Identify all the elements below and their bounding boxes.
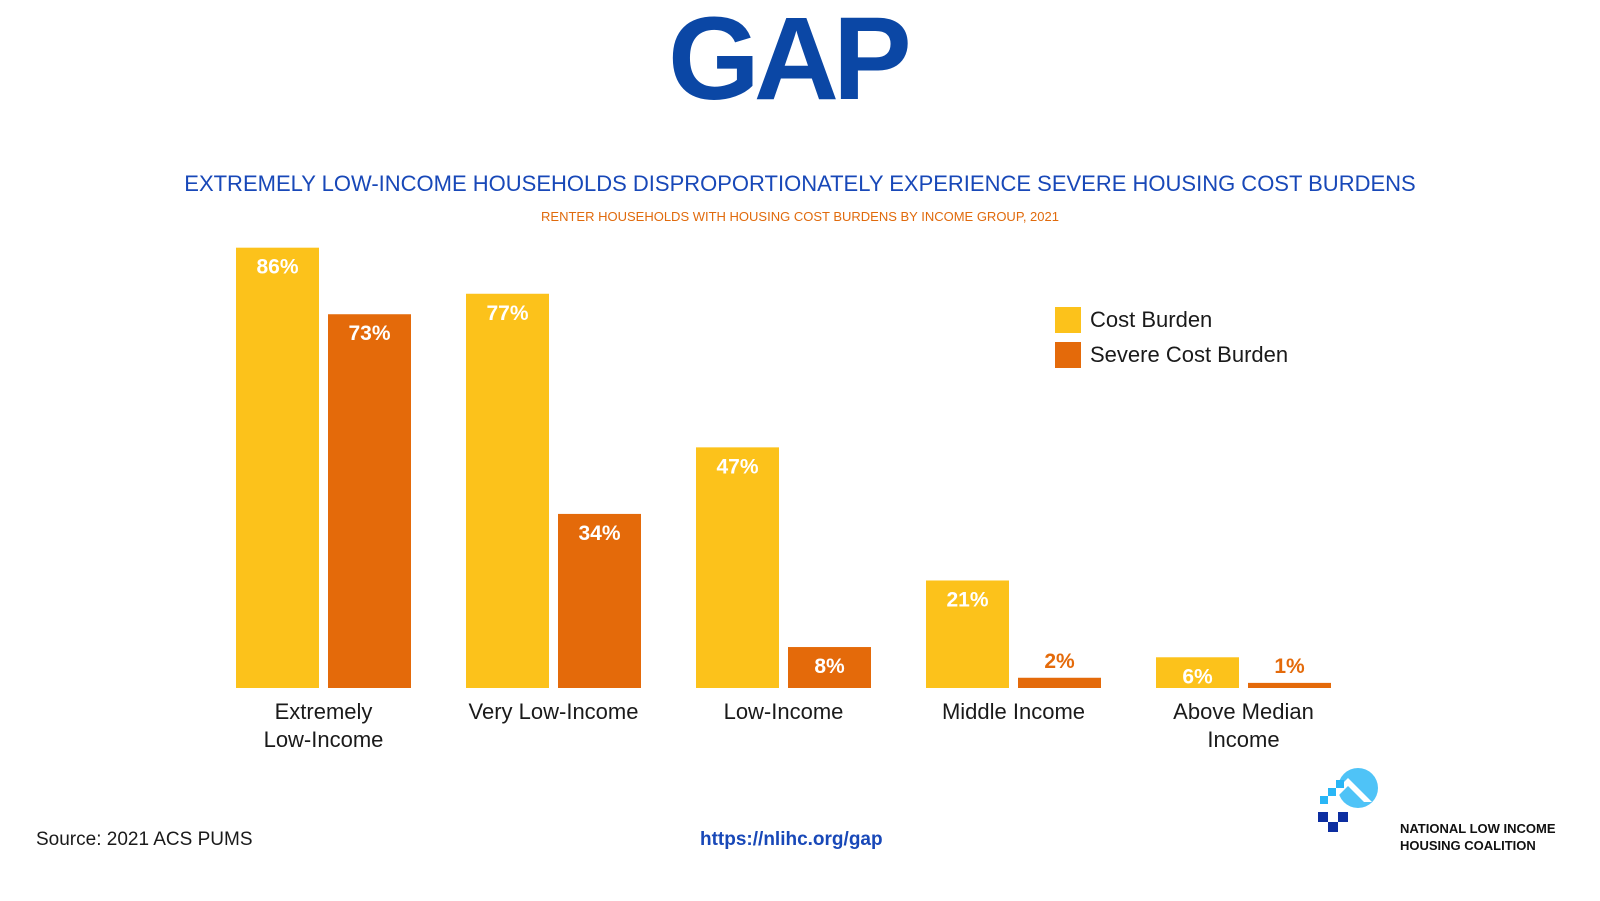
bar-severe-cost-burden-0 bbox=[328, 314, 411, 688]
data-label-severe-cost-burden-1: 34% bbox=[578, 522, 620, 545]
legend-item-cost-burden: Cost Burden bbox=[1055, 302, 1288, 337]
category-label-4-line-1: Income bbox=[1207, 727, 1279, 752]
bar-severe-cost-burden-1 bbox=[558, 513, 641, 688]
gap-url-link[interactable]: https://nlihc.org/gap bbox=[700, 829, 883, 850]
gap-logo: THE GAP bbox=[668, 0, 948, 134]
category-label-0-line-1: Low-Income bbox=[264, 727, 384, 752]
data-label-cost-burden-0: 86% bbox=[256, 256, 298, 279]
data-label-severe-cost-burden-3: 2% bbox=[1044, 650, 1075, 673]
data-label-cost-burden-1: 77% bbox=[486, 302, 528, 325]
bar-cost-burden-0 bbox=[236, 247, 319, 688]
chart-title: EXTREMELY LOW-INCOME HOUSEHOLDS DISPROPO… bbox=[184, 171, 1416, 196]
data-label-cost-burden-3: 21% bbox=[946, 588, 988, 611]
org-name: NATIONAL LOW INCOME HOUSING COALITION bbox=[1400, 820, 1556, 854]
data-label-severe-cost-burden-4: 1% bbox=[1274, 655, 1305, 678]
bar-severe-cost-burden-3 bbox=[1018, 677, 1101, 688]
legend-swatch-cost-burden bbox=[1055, 306, 1081, 333]
data-label-severe-cost-burden-2: 8% bbox=[814, 655, 845, 678]
category-label-2-line-0: Low-Income bbox=[724, 699, 844, 724]
bar-severe-cost-burden-4 bbox=[1248, 682, 1331, 688]
chart-subtitle: RENTER HOUSEHOLDS WITH HOUSING COST BURD… bbox=[541, 209, 1059, 224]
data-label-cost-burden-2: 47% bbox=[716, 455, 758, 478]
logo-gap-text: GAP bbox=[668, 0, 912, 125]
bar-cost-burden-4 bbox=[1156, 657, 1239, 688]
category-label-4-line-0: Above Median bbox=[1173, 699, 1314, 724]
house-icon bbox=[1318, 768, 1378, 832]
bar-cost-burden-3 bbox=[926, 580, 1009, 688]
category-label-1-line-0: Very Low-Income bbox=[469, 699, 639, 724]
bar-cost-burden-1 bbox=[466, 293, 549, 688]
source-note: Source: 2021 ACS PUMS bbox=[36, 829, 253, 850]
nlihc-logo: NATIONAL LOW INCOME HOUSING COALITION bbox=[1318, 768, 1588, 876]
category-label-0-line-0: Extremely bbox=[275, 699, 373, 724]
logo-the-text: THE bbox=[854, 16, 882, 31]
org-name-line1: NATIONAL LOW INCOME bbox=[1400, 821, 1556, 836]
legend-item-severe-cost-burden: Severe Cost Burden bbox=[1055, 337, 1288, 372]
bar-cost-burden-2 bbox=[696, 447, 779, 688]
chart-legend: Cost Burden Severe Cost Burden bbox=[1055, 302, 1288, 372]
legend-label-cost-burden: Cost Burden bbox=[1090, 306, 1213, 332]
data-label-cost-burden-4: 6% bbox=[1182, 665, 1213, 688]
category-label-3-line-0: Middle Income bbox=[942, 699, 1085, 724]
data-label-severe-cost-burden-0: 73% bbox=[348, 322, 390, 345]
bar-severe-cost-burden-2 bbox=[788, 647, 871, 688]
org-name-line2: HOUSING COALITION bbox=[1400, 838, 1536, 853]
legend-swatch-severe-cost-burden bbox=[1055, 341, 1081, 368]
legend-label-severe-cost-burden: Severe Cost Burden bbox=[1090, 341, 1289, 367]
